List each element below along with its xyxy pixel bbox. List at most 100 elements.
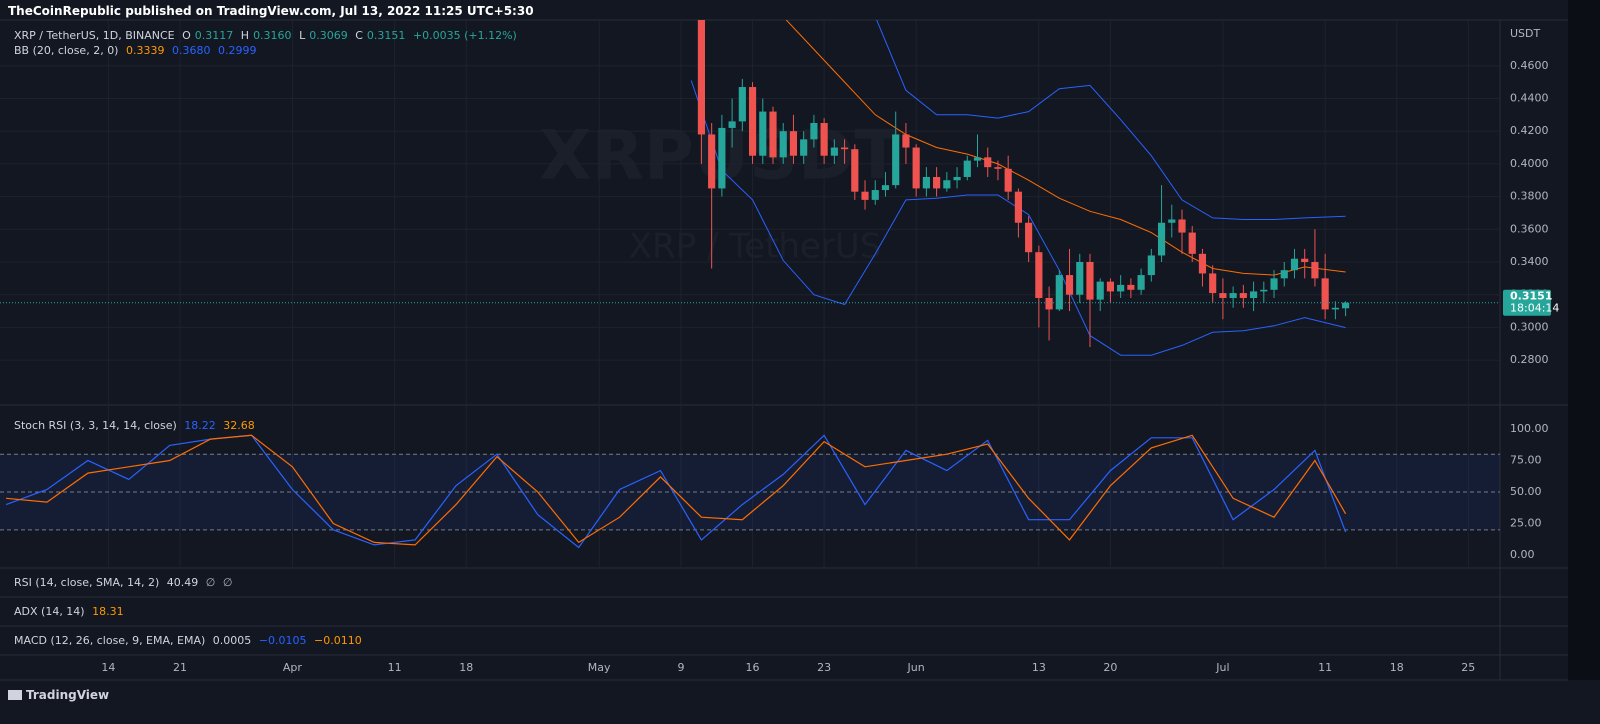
candle-body [1147, 255, 1155, 276]
ohlc-value: 0.3069 [309, 29, 348, 42]
x-tick-label: Jul [1215, 661, 1229, 674]
change: +0.0035 (+1.12%) [412, 29, 517, 42]
symbol: XRP / TetherUS, 1D, BINANCE [14, 29, 175, 42]
candle-body [902, 134, 910, 148]
x-tick-label: 11 [1318, 661, 1332, 674]
candle-body [728, 121, 736, 128]
bollinger-upper [876, 20, 1346, 220]
indicator-name: ADX (14, 14) [14, 605, 85, 618]
candle-body [820, 123, 828, 156]
y-tick-label: 0.4400 [1510, 91, 1549, 104]
macd-legend: MACD (12, 26, close, 9, EMA, EMA) 0.0005… [14, 634, 366, 647]
right-margin [1568, 0, 1600, 724]
candle-body [1117, 284, 1125, 292]
candle-body [994, 167, 1002, 169]
candle-body [1311, 262, 1319, 279]
ohlc-label: C [355, 29, 363, 42]
price-tag-countdown: 18:04:14 [1510, 302, 1559, 315]
candle-body [1076, 262, 1084, 295]
y-tick-label: 0.4000 [1510, 157, 1549, 170]
candle-body [1065, 275, 1074, 295]
price-tag [1503, 289, 1551, 316]
y-tick-label: 0.2800 [1510, 353, 1549, 366]
x-tick-label: 18 [459, 661, 473, 674]
adx-legend: ADX (14, 14) 18.31 [14, 605, 128, 618]
candle-body [1157, 222, 1166, 256]
x-tick-label: 16 [746, 661, 760, 674]
candle-body [1219, 293, 1227, 298]
x-tick-label: 13 [1032, 661, 1046, 674]
indicator-value: ∅ [222, 576, 233, 589]
x-tick-label: 25 [1461, 661, 1475, 674]
bb-legend: BB (20, close, 2, 0) 0.3339 0.3680 0.299… [14, 44, 260, 57]
candle-body [1168, 219, 1176, 223]
candle-body [1331, 307, 1339, 310]
candle-body [984, 157, 992, 168]
y-tick-label: 50.00 [1510, 485, 1542, 498]
x-tick-label: 9 [677, 661, 684, 674]
candle-body [1127, 284, 1135, 290]
y-tick-label: 0.3600 [1510, 222, 1549, 235]
candle-body [912, 147, 920, 189]
footer-bar [0, 680, 1600, 724]
candle-body [1014, 191, 1022, 223]
stoch-d [6, 434, 1347, 546]
indicator-name: RSI (14, close, SMA, 14, 2) [14, 576, 160, 589]
brand-text: TradingView [26, 688, 110, 702]
bollinger-basis [785, 20, 1346, 276]
candle-body [1188, 232, 1196, 254]
ohlc-value: 0.3117 [194, 29, 234, 42]
x-tick-label: 23 [817, 661, 831, 674]
ohlc-label: H [240, 29, 250, 42]
candle-body [1260, 289, 1268, 292]
y-tick-label: 0.4600 [1510, 59, 1549, 72]
ohlc-label: O [182, 29, 191, 42]
indicator-value: ∅ [205, 576, 216, 589]
candle-body [841, 147, 849, 150]
candle-body [1301, 258, 1309, 262]
candle-body [1055, 275, 1063, 310]
footer-brand: TradingView [8, 688, 109, 702]
publisher-header: TheCoinRepublic published on TradingView… [8, 4, 534, 18]
candle-body [1086, 262, 1094, 300]
y-tick-label: 0.3800 [1510, 190, 1549, 203]
x-tick-label: May [588, 661, 611, 674]
indicator-name: BB (20, close, 2, 0) [14, 44, 119, 57]
candle-body [1239, 293, 1247, 298]
candle-body [759, 111, 767, 156]
candle-body [892, 134, 900, 186]
candle-body [871, 190, 879, 200]
candle-body [830, 147, 838, 156]
symbol-legend: XRP / TetherUS, 1D, BINANCE O 0.3117 H 0.3… [14, 29, 521, 42]
x-tick-label: 18 [1390, 661, 1404, 674]
indicator-value: 32.68 [223, 419, 255, 432]
x-tick-label: 21 [173, 661, 187, 674]
indicator-value: 18.22 [184, 419, 216, 432]
brand-logo [8, 690, 22, 700]
y-tick-label: 75.00 [1510, 454, 1542, 467]
candle-body [1045, 297, 1053, 310]
rsi-legend: RSI (14, close, SMA, 14, 2) 40.49 ∅ ∅ [14, 576, 236, 589]
y-tick-label: 0.3000 [1510, 320, 1549, 333]
candle-body [1280, 270, 1288, 279]
candle-body [1290, 258, 1299, 271]
candle-body [748, 87, 757, 156]
candle-body [1004, 168, 1012, 192]
candle-body [779, 131, 787, 158]
candle-body [963, 160, 971, 177]
candle-body [861, 191, 869, 200]
candle-body [1229, 293, 1237, 298]
candle-body [1198, 253, 1207, 274]
candle-body [769, 111, 777, 158]
indicator-value: 0.2999 [217, 44, 257, 57]
candle-body [718, 127, 726, 189]
candle-body [810, 123, 818, 140]
candle-body [697, 20, 706, 135]
candle-body [708, 134, 716, 189]
x-tick-label: 20 [1103, 661, 1117, 674]
candle-body [933, 176, 941, 189]
indicator-name: MACD (12, 26, close, 9, EMA, EMA) [14, 634, 206, 647]
y-tick-label: 0.00 [1510, 548, 1535, 561]
